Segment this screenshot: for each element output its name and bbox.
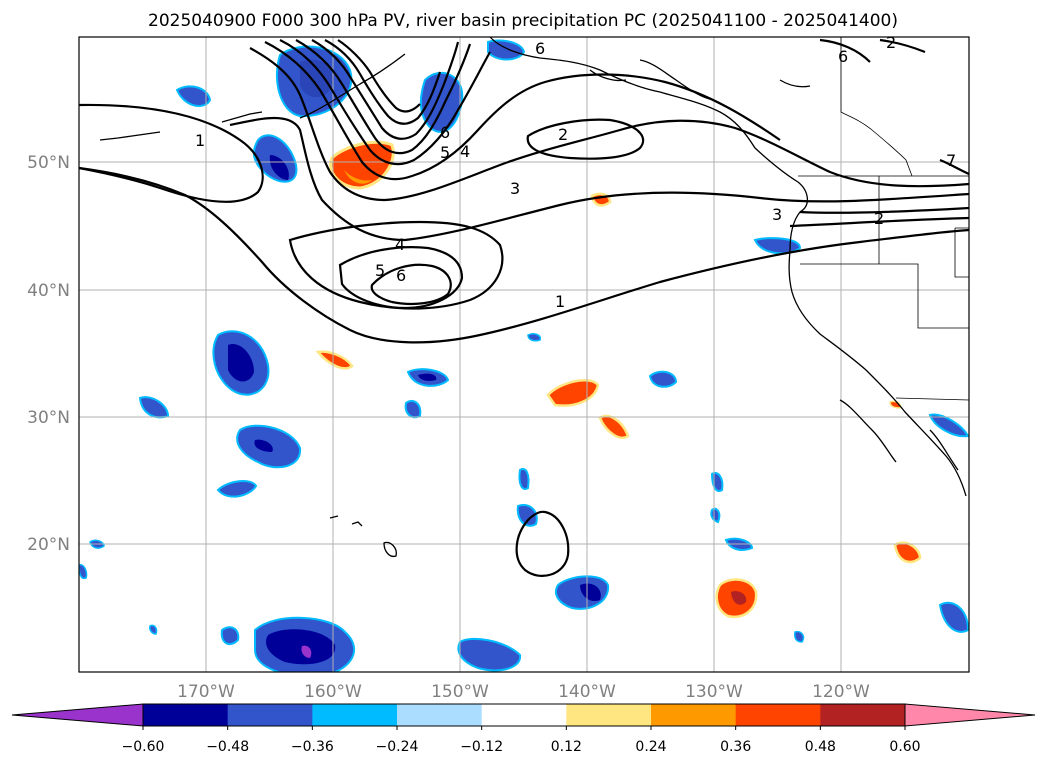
map-frame: [78, 36, 970, 673]
colorbar-segment: [481, 704, 567, 726]
colorbar-segment: [735, 704, 821, 726]
colorbar-segment: [312, 704, 398, 726]
latitude-labels: 50°N 40°N 30°N 20°N: [27, 153, 70, 555]
colorbar-tick-label: 0.12: [551, 739, 582, 755]
colorbar-segment: [566, 704, 652, 726]
lat-label: 40°N: [27, 281, 70, 301]
contour-label: 7: [946, 151, 956, 170]
colorbar-tick-label: −0.60: [122, 739, 165, 755]
lon-label: 130°W: [685, 682, 743, 702]
colorbar-min-extend: [11, 703, 144, 727]
contour-label: 2: [886, 33, 896, 52]
contour-label: 2: [874, 209, 884, 228]
colorbar-frame: [142, 703, 906, 727]
lon-label: 150°W: [431, 682, 489, 702]
contour-label: 1: [195, 131, 205, 150]
lon-label: 140°W: [558, 682, 616, 702]
colorbar: −0.60 −0.48 −0.36 −0.24 −0.12 0.12 0.24 0.36 0.4…: [11, 703, 1036, 755]
map-panel: 1 1 2 2 2 3 3 4 4 5 5 6 6 6 6 7: [78, 33, 970, 673]
contour-label: 6: [535, 39, 545, 58]
contour-label: 6: [396, 266, 406, 285]
contour-labels: 1 1 2 2 2 3 3 4 4 5 5 6 6 6 6 7: [195, 33, 956, 311]
lat-label: 30°N: [27, 408, 70, 428]
contour-label: 4: [460, 142, 470, 161]
contour-label: 2: [558, 125, 568, 144]
contour-label: 6: [838, 47, 848, 66]
colorbar-max-extend: [904, 703, 1036, 727]
colorbar-tick-label: −0.48: [206, 739, 249, 755]
colorbar-tick-label: 0.48: [805, 739, 836, 755]
contour-label: 3: [510, 179, 520, 198]
colorbar-tick-label: −0.12: [460, 739, 503, 755]
contour-label: 4: [395, 235, 405, 254]
colorbar-segment: [143, 704, 229, 726]
colorbar-segment: [820, 704, 906, 726]
colorbar-segment: [651, 704, 737, 726]
colorbar-segment: [227, 704, 313, 726]
colorbar-tick-label: 0.36: [720, 739, 751, 755]
colorbar-tick-label: −0.36: [291, 739, 334, 755]
contour-label: 6: [440, 123, 450, 142]
colorbar-tick-label: 0.60: [889, 739, 920, 755]
contour-label: 1: [555, 292, 565, 311]
longitude-labels: 170°W 160°W 150°W 140°W 130°W 120°W: [177, 682, 870, 702]
lat-label: 20°N: [27, 535, 70, 555]
lon-label: 120°W: [812, 682, 870, 702]
lon-label: 170°W: [177, 682, 235, 702]
gridlines: [79, 37, 969, 672]
lon-label: 160°W: [304, 682, 362, 702]
contour-label: 5: [440, 143, 450, 162]
map-title: 2025040900 F000 300 hPa PV, river basin …: [148, 11, 898, 31]
lat-label: 50°N: [27, 153, 70, 173]
political-borders: [798, 37, 969, 401]
colorbar-tick-label: 0.24: [635, 739, 666, 755]
contour-label: 5: [375, 261, 385, 280]
colorbar-segment: [397, 704, 483, 726]
pv-contours: [79, 38, 969, 577]
colorbar-tick-label: −0.24: [376, 739, 419, 755]
contour-label: 3: [772, 205, 782, 224]
